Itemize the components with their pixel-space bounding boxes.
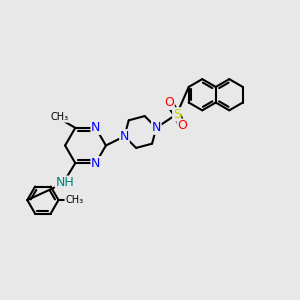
Text: N: N	[152, 121, 161, 134]
Text: N: N	[91, 121, 100, 134]
Text: O: O	[177, 119, 187, 132]
Text: O: O	[164, 96, 174, 109]
Text: S: S	[173, 108, 181, 121]
Text: CH₃: CH₃	[50, 112, 68, 122]
Text: N: N	[120, 130, 129, 143]
Text: N: N	[91, 157, 100, 170]
Text: NH: NH	[56, 176, 74, 189]
Text: CH₃: CH₃	[65, 195, 83, 205]
